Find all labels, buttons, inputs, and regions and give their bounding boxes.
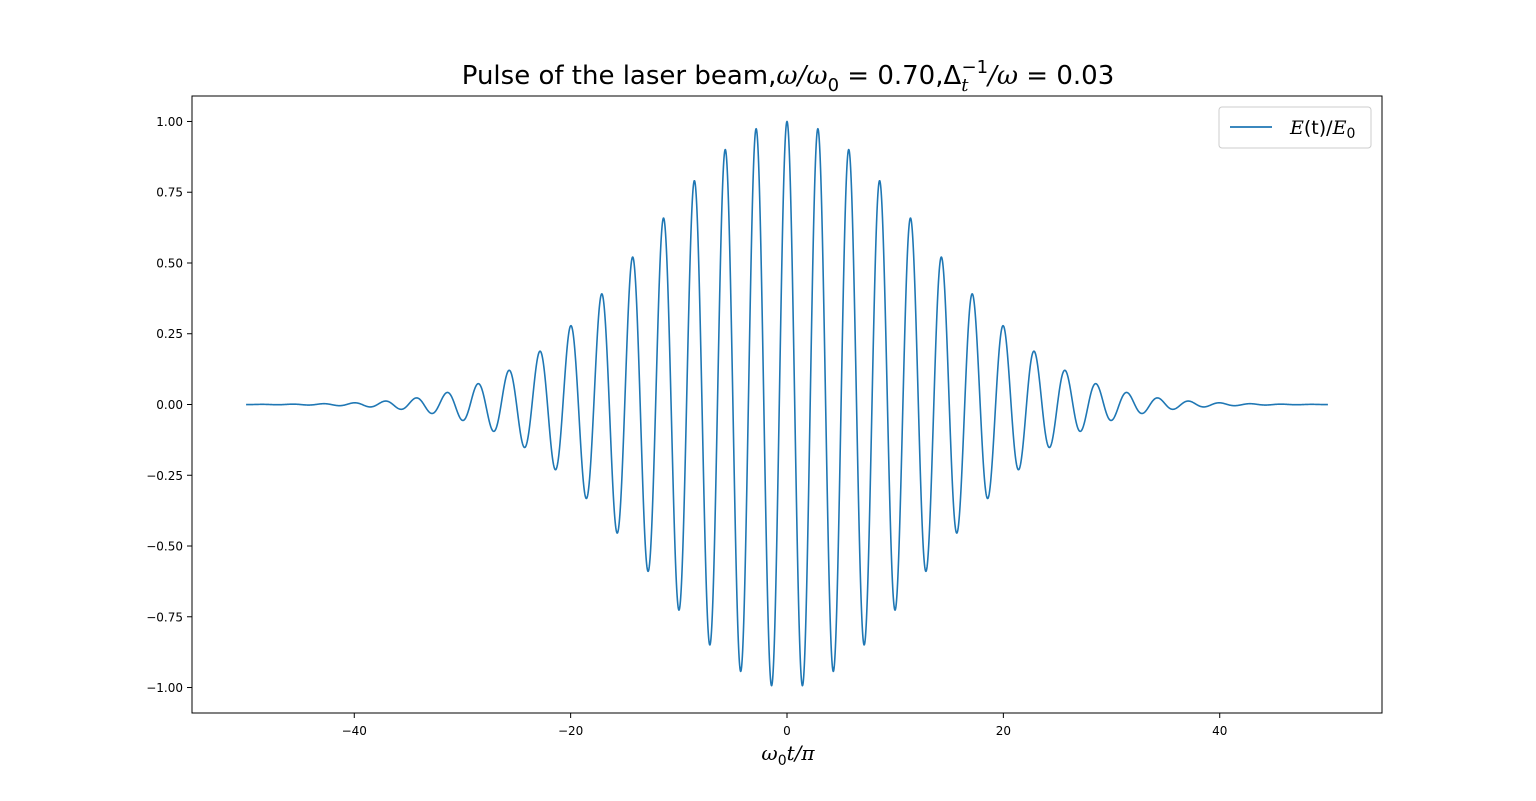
title-omega0: ω: [806, 61, 827, 91]
x-tick-label: −20: [558, 724, 583, 738]
legend-E0: E: [1332, 117, 1347, 139]
title-delta-sup: −1: [962, 57, 989, 78]
legend-box: [1218, 106, 1372, 149]
title-omega: ω: [776, 61, 797, 91]
legend-paren-t: (t): [1304, 117, 1326, 139]
y-tick-label: 1.00: [156, 115, 183, 129]
y-tick-label: −0.75: [146, 610, 183, 624]
chart-title: Pulse of the laser beam,ω/ω0 = 0.70,Δt−1…: [462, 57, 1115, 96]
title-prefix: Pulse of the laser beam,: [462, 61, 777, 91]
legend-label: E(t)/E0: [1289, 117, 1355, 142]
title-delta-sub: t: [961, 75, 969, 96]
x-axis-label: ω0t/π: [761, 741, 815, 769]
y-tick-label: −1.00: [146, 681, 183, 695]
y-tick-label: −0.25: [146, 469, 183, 483]
legend-E0-sub: 0: [1346, 126, 1355, 142]
title-eq1: = 0.70,: [839, 61, 943, 91]
legend-E: E: [1289, 117, 1304, 139]
xlabel-rest: t/π: [787, 741, 816, 765]
legend-slash: /: [1326, 117, 1333, 139]
xlabel-sub: 0: [778, 753, 787, 769]
series-line-e-over-e0: [245, 120, 1329, 687]
legend: E(t)/E0: [1218, 106, 1372, 149]
x-tick-label: 0: [783, 724, 791, 738]
plot-frame: [191, 95, 1383, 714]
title-slash: /: [795, 61, 809, 91]
title-delta: Δ: [944, 61, 962, 91]
xlabel-omega: ω: [761, 741, 777, 765]
title-slash2: /: [985, 61, 999, 91]
axis-ticks: −40 −20 0 20 40 −1.00 −0.75 −0.50 −0.25 0.00 0.25 0…: [146, 115, 1227, 738]
y-tick-label: −0.50: [146, 540, 183, 554]
title-omega0-sub: 0: [828, 75, 839, 96]
x-tick-label: −40: [342, 724, 367, 738]
title-omega2: ω: [997, 61, 1018, 91]
y-tick-label: 0.75: [156, 186, 183, 200]
y-tick-label: 0.50: [156, 256, 183, 270]
title-eq2: = 0.03: [1018, 61, 1114, 91]
y-tick-label: 0.00: [156, 398, 183, 412]
x-tick-label: 40: [1212, 724, 1227, 738]
x-tick-label: 20: [996, 724, 1011, 738]
y-tick-label: 0.25: [156, 327, 183, 341]
